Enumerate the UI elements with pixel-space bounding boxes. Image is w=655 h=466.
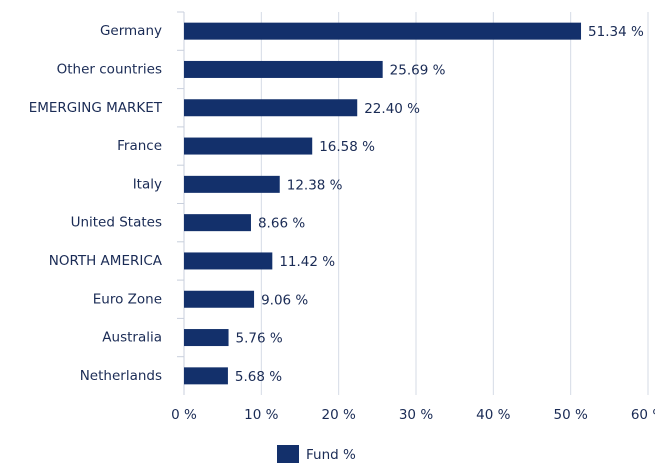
x-tick-label: 40 % — [476, 407, 510, 423]
value-label: 9.06 % — [261, 292, 308, 308]
x-tick-label: 30 % — [399, 407, 433, 423]
bar — [184, 252, 273, 270]
legend-swatch — [277, 445, 299, 463]
y-tick-label: EMERGING MARKET — [29, 100, 163, 116]
bar — [184, 214, 251, 232]
y-tick-label: NORTH AMERICA — [49, 253, 163, 269]
x-tick-label: 50 % — [554, 407, 588, 423]
legend-label: Fund % — [306, 447, 356, 463]
bar — [184, 175, 280, 193]
value-label: 5.76 % — [236, 331, 283, 347]
y-tick-label: France — [117, 138, 162, 154]
y-tick-label: Other countries — [57, 61, 162, 77]
value-label: 12.38 % — [287, 177, 343, 193]
bar — [184, 99, 358, 117]
y-tick-label: Germany — [100, 23, 162, 39]
value-label: 25.69 % — [390, 62, 446, 78]
x-tick-label: 0 % — [171, 407, 197, 423]
bar — [184, 329, 229, 347]
value-label: 8.66 % — [258, 216, 305, 232]
value-label: 51.34 % — [588, 24, 644, 40]
bar — [184, 22, 582, 40]
value-label: 16.58 % — [319, 139, 375, 155]
y-tick-label: United States — [71, 215, 162, 231]
bar — [184, 290, 255, 308]
value-label: 11.42 % — [279, 254, 335, 270]
x-tick-label: 60 % — [631, 407, 655, 423]
y-tick-label: Euro Zone — [93, 291, 162, 307]
x-tick-label: 10 % — [244, 407, 278, 423]
bar — [184, 137, 313, 155]
y-tick-label: Netherlands — [80, 368, 162, 384]
value-label: 22.40 % — [364, 101, 420, 117]
value-label: 5.68 % — [235, 369, 282, 385]
x-tick-label: 20 % — [322, 407, 356, 423]
bar — [184, 367, 228, 385]
y-tick-label: Italy — [133, 176, 162, 192]
y-tick-label: Australia — [102, 330, 162, 346]
bar — [184, 60, 383, 78]
